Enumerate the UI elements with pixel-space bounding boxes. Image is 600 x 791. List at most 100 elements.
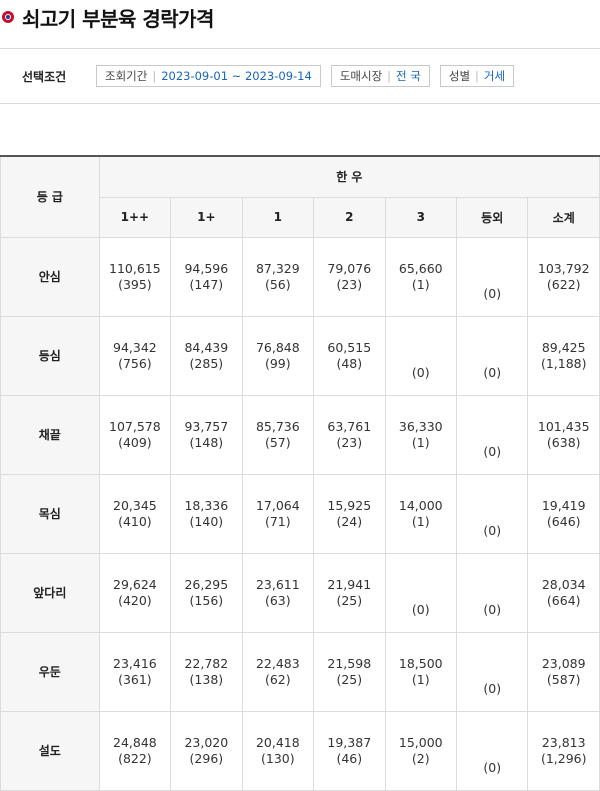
head-count: (23) (336, 276, 363, 292)
price-cell: 93,757 (148) (170, 394, 243, 475)
head-count: (56) (264, 276, 291, 292)
price-value: 23,089 (541, 655, 586, 671)
filter-market-chip[interactable]: 도매시장 | 전 국 (330, 65, 430, 87)
price-cell: (0) (455, 236, 529, 317)
filter-separator: | (475, 69, 479, 83)
head-count: (0) (483, 364, 502, 380)
price-cell: 14,000 (1) (384, 473, 457, 554)
price-cell: 20,418 (130) (241, 710, 315, 791)
table-row: 등심 94,342 (756) 84,439 (285) 76,848 (99) 60,515… (0, 315, 600, 396)
head-count: (587) (546, 671, 581, 687)
head-count: (646) (546, 513, 581, 529)
price-cell: (0) (384, 552, 457, 633)
price-value: 22,782 (184, 655, 229, 671)
head-count: (0) (483, 443, 502, 459)
head-count: (822) (118, 750, 152, 766)
filter-separator: | (152, 69, 157, 83)
head-count: (638) (546, 434, 581, 450)
column-header: 등외 (455, 196, 529, 238)
price-cell: 103,792 (622) (527, 236, 600, 317)
title-bullet-icon (2, 11, 14, 23)
filter-key: 도매시장 (339, 69, 383, 83)
price-cell: 19,419 (646) (527, 473, 600, 554)
title-row: 쇠고기 부분육 경락가격 (0, 0, 214, 34)
price-value: 93,757 (184, 418, 229, 434)
price-value: 26,295 (184, 576, 229, 592)
price-value: 36,330 (398, 418, 443, 434)
filter-separator: | (387, 69, 392, 83)
part-name: 설도 (0, 710, 100, 791)
head-count: (1) (411, 671, 430, 687)
filter-value: 2023-09-01 ~ 2023-09-14 (161, 69, 312, 83)
part-name: 안심 (0, 236, 100, 317)
price-cell: 18,336 (140) (170, 473, 243, 554)
price-value: 23,813 (541, 734, 586, 750)
price-table: 등 급 한 우 1++ 1+ 1 2 3 등외 소계 안심 110,615 (395) 94,59… (0, 155, 600, 791)
filter-bar: 선택조건 조회기간 | 2023-09-01 ~ 2023-09-14 도매시장… (0, 48, 600, 104)
price-cell: 24,848 (822) (98, 710, 172, 791)
price-value: 28,034 (541, 576, 586, 592)
filter-value: 거세 (483, 69, 506, 83)
head-count: (395) (118, 276, 152, 292)
price-value: 85,736 (255, 418, 300, 434)
head-count: (99) (264, 355, 291, 371)
price-value: 63,761 (327, 418, 372, 434)
head-count: (130) (261, 750, 295, 766)
price-cell: 60,515 (48) (313, 315, 386, 396)
price-cell: 28,034 (664) (527, 552, 600, 633)
column-header: 1++ (98, 196, 172, 238)
price-cell: 63,761 (23) (313, 394, 386, 475)
table-row: 앞다리 29,624 (420) 26,295 (156) 23,611 (63) 21,94… (0, 552, 600, 633)
price-cell: 21,598 (25) (313, 631, 386, 712)
price-value: 19,419 (541, 497, 586, 513)
head-count: (622) (546, 276, 581, 292)
part-name: 등심 (0, 315, 100, 396)
head-count: (156) (189, 592, 224, 608)
price-value: 103,792 (537, 260, 590, 276)
head-count: (25) (336, 671, 363, 687)
price-cell: 23,416 (361) (98, 631, 172, 712)
price-value: 15,000 (398, 734, 443, 750)
head-count: (1) (411, 513, 430, 529)
price-value: 21,941 (327, 576, 372, 592)
price-cell: 23,020 (296) (170, 710, 243, 791)
head-count: (0) (483, 680, 502, 696)
head-count: (1,296) (540, 750, 587, 766)
part-name: 채끝 (0, 394, 100, 475)
head-count: (361) (118, 671, 152, 687)
price-cell: 23,813 (1,296) (527, 710, 600, 791)
price-cell: 87,329 (56) (241, 236, 315, 317)
table-row: 안심 110,615 (395) 94,596 (147) 87,329 (56) 79,07… (0, 236, 600, 317)
price-value: 24,848 (113, 734, 157, 750)
head-count: (48) (336, 355, 363, 371)
head-count: (1) (411, 434, 430, 450)
price-value: 107,578 (109, 418, 161, 434)
price-cell: 84,439 (285) (170, 315, 243, 396)
price-cell: 19,387 (46) (313, 710, 386, 791)
price-value: 23,020 (184, 734, 229, 750)
filter-period-chip[interactable]: 조회기간 | 2023-09-01 ~ 2023-09-14 (96, 65, 321, 87)
price-value: 84,439 (184, 339, 229, 355)
price-cell: 26,295 (156) (170, 552, 243, 633)
table-row: 우둔 23,416 (361) 22,782 (138) 22,483 (62) 21,598… (0, 631, 600, 712)
page-title: 쇠고기 부분육 경락가격 (22, 6, 214, 31)
price-cell: 101,435 (638) (527, 394, 600, 475)
price-value: 60,515 (327, 339, 372, 355)
price-table-wrap: 등 급 한 우 1++ 1+ 1 2 3 등외 소계 안심 110,615 (395) 94,59… (0, 155, 600, 791)
table-row: 목심 20,345 (410) 18,336 (140) 17,064 (71) 15,925… (0, 473, 600, 554)
head-count: (24) (336, 513, 363, 529)
head-count: (0) (483, 522, 502, 538)
head-count: (0) (411, 601, 430, 617)
head-count: (71) (264, 513, 291, 529)
price-cell: 22,483 (62) (241, 631, 315, 712)
head-count: (0) (483, 759, 502, 775)
head-count: (285) (189, 355, 224, 371)
head-count: (1) (411, 276, 430, 292)
column-header: 1 (241, 196, 315, 238)
head-count: (140) (189, 513, 224, 529)
price-value: 23,611 (255, 576, 300, 592)
filter-sex-chip[interactable]: 성별 | 거세 (439, 65, 515, 87)
price-value: 94,342 (113, 339, 157, 355)
grade-header: 등 급 (0, 155, 100, 238)
price-value: 18,336 (184, 497, 229, 513)
